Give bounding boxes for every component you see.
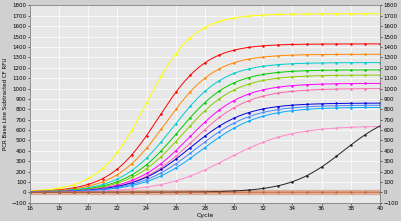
Bar [30, 191, 379, 194]
X-axis label: Cycle: Cycle [196, 213, 213, 217]
Y-axis label: PCR Base Line Subtracted CF RFU: PCR Base Line Subtracted CF RFU [4, 58, 8, 150]
